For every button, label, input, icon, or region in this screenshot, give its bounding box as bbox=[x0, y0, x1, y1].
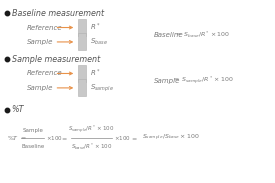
Text: $R^*$: $R^*$ bbox=[90, 68, 100, 79]
Text: Reference: Reference bbox=[27, 70, 63, 76]
Text: $S_{sample} / S_{base} \times 100$: $S_{sample} / S_{base} \times 100$ bbox=[142, 133, 199, 143]
Bar bbox=[78, 65, 86, 82]
Text: Reference: Reference bbox=[27, 25, 63, 31]
Text: Baseline: Baseline bbox=[21, 144, 44, 149]
Text: $= \ S_{base} / R^* \times 100$: $= \ S_{base} / R^* \times 100$ bbox=[174, 30, 230, 40]
Text: $\times 100$: $\times 100$ bbox=[114, 134, 131, 142]
Text: Sample: Sample bbox=[27, 39, 54, 45]
Text: %T: %T bbox=[12, 105, 24, 114]
Text: $\%T\ =$: $\%T\ =$ bbox=[7, 134, 27, 142]
Text: Baseline measurement: Baseline measurement bbox=[12, 9, 104, 18]
Text: $=$: $=$ bbox=[130, 136, 138, 141]
Text: $S_{base}/R^* \times 100$: $S_{base}/R^* \times 100$ bbox=[71, 142, 112, 152]
Text: Sample: Sample bbox=[154, 78, 180, 84]
Text: $S_{base}$: $S_{base}$ bbox=[90, 37, 108, 47]
Text: Sample: Sample bbox=[22, 128, 43, 133]
Text: $=$: $=$ bbox=[60, 136, 68, 141]
Bar bbox=[78, 79, 86, 96]
Text: $R^*$: $R^*$ bbox=[90, 22, 100, 33]
Text: $S_{sample}$: $S_{sample}$ bbox=[90, 82, 114, 94]
Text: $= \ S_{sample} / R^* \times 100$: $= \ S_{sample} / R^* \times 100$ bbox=[172, 75, 233, 86]
Text: Baseline: Baseline bbox=[154, 32, 183, 38]
Bar bbox=[78, 33, 86, 51]
Text: Sample: Sample bbox=[27, 85, 54, 91]
Bar bbox=[78, 19, 86, 36]
Text: Sample measurement: Sample measurement bbox=[12, 55, 100, 64]
Text: $S_{sample}/R^* \times 100$: $S_{sample}/R^* \times 100$ bbox=[68, 124, 114, 135]
Text: $\times 100$: $\times 100$ bbox=[46, 134, 63, 142]
